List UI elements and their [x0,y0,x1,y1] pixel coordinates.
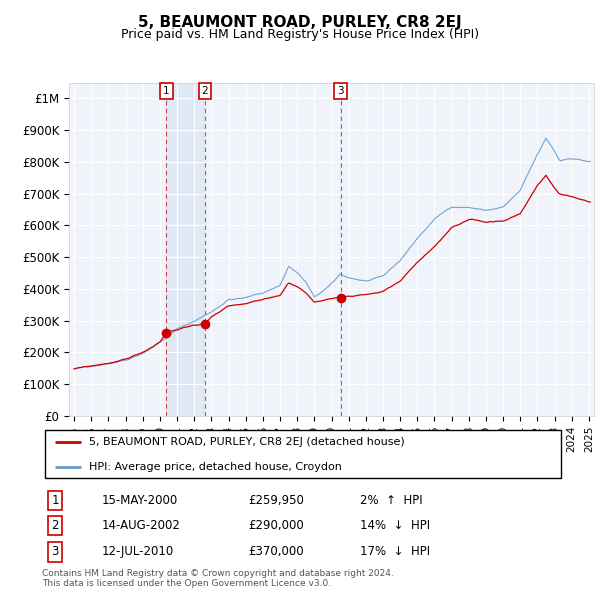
Text: 3: 3 [52,545,59,558]
Text: 14%  ↓  HPI: 14% ↓ HPI [361,519,431,532]
Text: 14-AUG-2002: 14-AUG-2002 [102,519,181,532]
Text: This data is licensed under the Open Government Licence v3.0.: This data is licensed under the Open Gov… [42,579,331,588]
Text: 1: 1 [52,494,59,507]
Text: 5, BEAUMONT ROAD, PURLEY, CR8 2EJ (detached house): 5, BEAUMONT ROAD, PURLEY, CR8 2EJ (detac… [89,437,405,447]
Text: 5, BEAUMONT ROAD, PURLEY, CR8 2EJ: 5, BEAUMONT ROAD, PURLEY, CR8 2EJ [138,15,462,30]
Text: 12-JUL-2010: 12-JUL-2010 [102,545,174,558]
Text: 17%  ↓  HPI: 17% ↓ HPI [361,545,431,558]
Text: 2%  ↑  HPI: 2% ↑ HPI [361,494,423,507]
Text: £290,000: £290,000 [248,519,304,532]
Bar [166,83,205,416]
Text: £370,000: £370,000 [248,545,304,558]
Text: 2: 2 [202,86,208,96]
Text: 15-MAY-2000: 15-MAY-2000 [102,494,178,507]
Text: 3: 3 [337,86,344,96]
Text: £259,950: £259,950 [248,494,304,507]
Text: Price paid vs. HM Land Registry's House Price Index (HPI): Price paid vs. HM Land Registry's House … [121,28,479,41]
Text: 2: 2 [52,519,59,532]
Text: Contains HM Land Registry data © Crown copyright and database right 2024.: Contains HM Land Registry data © Crown c… [42,569,394,578]
FancyBboxPatch shape [44,431,562,478]
Bar [340,83,341,416]
Text: HPI: Average price, detached house, Croydon: HPI: Average price, detached house, Croy… [89,461,342,471]
Text: 1: 1 [163,86,170,96]
